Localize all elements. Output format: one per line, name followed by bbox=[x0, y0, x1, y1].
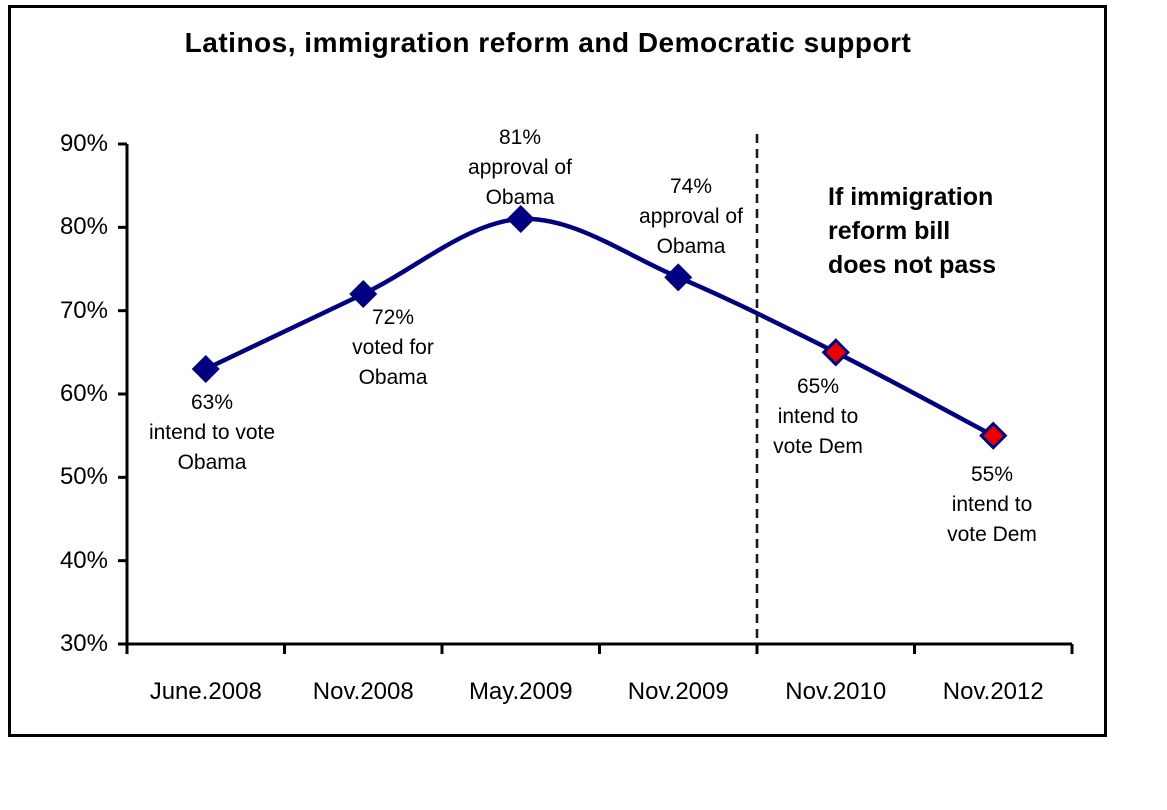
x-tick-label: Nov.2008 bbox=[312, 678, 414, 705]
data-point-marker-nov-2009 bbox=[664, 263, 693, 292]
chart-frame bbox=[8, 5, 1107, 737]
divider-note: If immigration reform bill does not pass bbox=[828, 183, 997, 279]
annotation-nov-2008: 72% voted for Obama bbox=[352, 306, 434, 389]
chart-title: Latinos, immigration reform and Democrat… bbox=[184, 27, 912, 58]
data-line bbox=[204, 216, 995, 438]
data-point-marker-nov-2012 bbox=[979, 421, 1008, 450]
y-tick-label: 50% bbox=[59, 463, 108, 491]
x-tick-label: Nov.2010 bbox=[785, 678, 887, 705]
annotation-june-2008: 63% intend to vote Obama bbox=[148, 391, 276, 474]
annotation-nov-2012: 55% intend to vote Dem bbox=[947, 463, 1037, 546]
annotation-may-2009: 81% approval of Obama bbox=[468, 126, 572, 209]
y-tick-label: 40% bbox=[59, 546, 108, 574]
y-tick-label: 30% bbox=[59, 630, 108, 657]
data-point-marker-nov-2010 bbox=[821, 338, 850, 367]
y-tick-label: 60% bbox=[59, 380, 108, 407]
y-tick-label: 70% bbox=[59, 296, 108, 324]
x-tick-label: June.2008 bbox=[149, 678, 262, 705]
y-tick-label: 80% bbox=[59, 213, 108, 241]
x-tick-label: May.2009 bbox=[468, 678, 573, 705]
annotation-nov-2009: 74% approval of Obama bbox=[639, 175, 743, 258]
data-point-marker-may-2009 bbox=[506, 205, 535, 233]
x-tick-label: Nov.2009 bbox=[627, 678, 729, 705]
data-point-marker-nov-2008 bbox=[349, 280, 378, 308]
data-point-marker-june-2008 bbox=[191, 355, 220, 383]
y-tick-label: 90% bbox=[59, 130, 108, 157]
x-tick-label: Nov.2012 bbox=[942, 678, 1044, 705]
annotation-nov-2010: 65% intend to vote Dem bbox=[773, 375, 863, 458]
